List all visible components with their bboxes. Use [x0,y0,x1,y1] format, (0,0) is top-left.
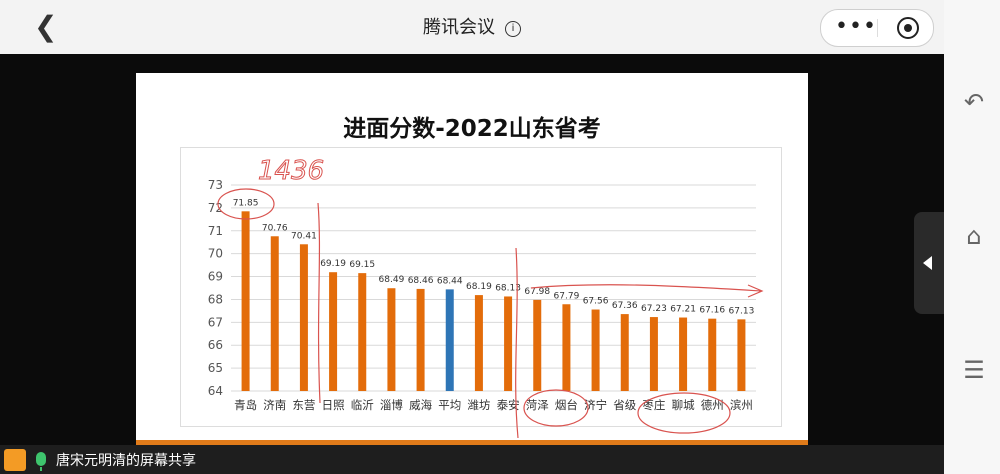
x-tick-label: 平均 [438,398,461,412]
android-nav-bar [944,0,1000,474]
data-label: 67.23 [641,304,667,314]
handwritten-arrow [530,284,762,292]
mic-icon[interactable] [36,452,46,471]
y-tick-label: 67 [208,315,223,329]
y-tick-label: 70 [208,247,223,261]
handwritten-annotation: 1436 [258,156,324,186]
back-nav-icon[interactable]: ↶ [963,88,985,116]
data-label: 68.44 [437,276,463,286]
bar [329,272,338,391]
y-tick-label: 73 [208,178,223,192]
x-tick-label: 济宁 [584,398,607,412]
bar [270,236,279,391]
page-title: 腾讯会议 i [0,13,944,39]
bar [299,244,308,391]
y-tick-label: 71 [208,224,223,238]
x-tick-label: 枣庄 [642,398,665,412]
data-label: 67.98 [524,287,550,297]
plot-frame [180,147,782,427]
top-bar: ❮ 腾讯会议 i ••• [0,0,944,54]
more-icon[interactable]: ••• [835,14,877,39]
x-tick-label: 聊城 [672,398,695,412]
data-label: 69.15 [349,260,375,270]
y-tick-label: 68 [208,292,223,306]
bar [504,296,513,391]
handwritten-circle [217,188,275,220]
bar [649,317,658,391]
bar [241,211,250,391]
bar [387,288,396,391]
x-tick-label: 济南 [263,398,286,412]
bar [737,319,746,391]
x-tick-label: 潍坊 [467,398,490,412]
info-icon[interactable]: i [505,21,521,37]
bar [708,318,717,391]
x-tick-label: 德州 [701,398,724,412]
y-tick-label: 69 [208,270,223,284]
x-tick-label: 烟台 [555,398,578,412]
x-tick-label: 滨州 [730,398,753,412]
x-tick-label: 东营 [292,398,315,412]
x-tick-label: 菏泽 [526,398,549,412]
data-label: 69.19 [320,259,346,269]
share-status-label: 唐宋元明清的屏幕共享 [56,453,196,469]
x-tick-label: 威海 [409,398,432,412]
y-tick-label: 64 [208,384,223,398]
bar-chart: 64 65 66 67 68 69 70 71 72 73 71.85 青岛 70.76 济南 70.41 东… [208,156,764,439]
y-tick-label: 66 [208,338,223,352]
shared-slide: 进面分数-2022山东省考 64 65 66 67 68 69 70 71 72 73 71.85 青… [136,73,808,445]
bar [591,309,600,391]
bar [445,289,454,391]
data-label: 70.76 [262,223,288,233]
data-label: 67.21 [670,305,696,315]
menu-nav-icon[interactable]: ☰ [963,356,985,384]
bar [358,273,367,391]
data-label: 67.13 [729,306,755,316]
capsule-menu: ••• [820,9,934,47]
x-tick-label: 日照 [322,398,345,412]
user-avatar-icon [4,449,26,471]
capsule-divider [877,19,878,37]
side-panel-toggle[interactable] [914,212,944,314]
bar [620,314,629,391]
chevron-left-icon[interactable]: ❮ [34,10,58,43]
record-close-icon[interactable] [897,17,919,39]
data-label: 68.46 [408,276,434,286]
bar [474,295,483,391]
status-bar: 唐宋元明清的屏幕共享 [0,445,944,474]
bar [562,304,571,391]
handwritten-line [317,202,321,404]
bar [416,288,425,391]
x-tick-label: 省级 [613,398,636,412]
x-tick-label: 临沂 [351,398,374,412]
data-label: 71.85 [233,198,259,208]
home-nav-icon[interactable]: ⌂ [966,222,982,250]
bar [679,317,688,391]
data-label: 68.49 [379,275,405,285]
y-tick-label: 72 [208,201,223,215]
data-label: 67.16 [699,306,725,316]
data-label: 67.56 [583,297,609,307]
x-tick-label: 淄博 [380,398,403,412]
handwritten-circle [637,392,731,434]
handwritten-arrowhead [747,284,764,298]
title-text: 腾讯会议 [423,17,495,38]
handwritten-line [515,247,519,439]
data-label: 67.79 [554,291,580,301]
y-tick-label: 65 [208,361,223,375]
data-label: 68.19 [466,282,492,292]
slide-accent-line [136,440,808,445]
data-label: 68.13 [495,283,521,293]
x-tick-label: 泰安 [497,398,520,412]
data-label: 70.41 [291,231,317,241]
chart-title: 进面分数-2022山东省考 [343,116,601,142]
bar [533,299,542,391]
handwritten-circle [523,389,589,427]
data-label: 67.36 [612,301,638,311]
x-tick-label: 青岛 [234,398,257,412]
